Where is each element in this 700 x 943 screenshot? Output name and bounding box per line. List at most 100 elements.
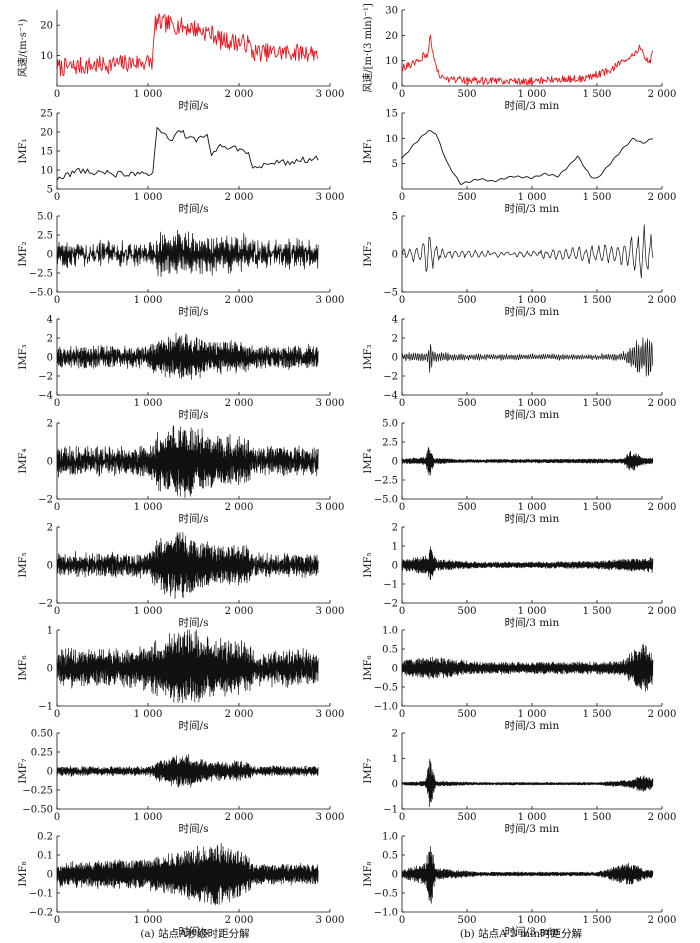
chart-b7-ylabel: IMF₇ [363,758,374,783]
chart-a8-xtick-label: 3 000 [316,915,345,926]
chart-b0: 0 500 1 000 1 500 2 000 0 10 20 30 时间/3 min 风速/[m·… [362,3,676,112]
chart-b8-ytick-label: −1.0 [374,908,398,919]
chart-a3: 0 1 000 2 000 3 000 −4 −2 0 2 4 时间/s IMF₃ [18,315,344,422]
chart-a8-xtick-label: 1 000 [134,915,163,926]
chart-b7-ytick-label: 0 [392,779,398,790]
chart-a1-ytick-label: 5 [47,185,53,196]
chart-a2: 0 1 000 2 000 3 000 −5.0 −2.5 0 2.5 5.0 时间/s IMF₂ [18,212,344,319]
chart-b8-ytick-label: 1.0 [382,832,398,843]
chart-b4-ytick-label: 0 [392,457,398,468]
chart-a1-ytick-label: 10 [40,166,53,177]
chart-a7-ytick-label: 0.25 [31,748,53,759]
chart-b8-xtick-label: 2 000 [648,915,677,926]
chart-b5-ytick-label: 0 [392,561,398,572]
chart-b6-xtick-label: 1 000 [518,709,547,720]
chart-b2-ylabel: IMF₂ [363,241,374,266]
chart-b1-ytick-label: 15 [385,109,398,120]
chart-b2-xtick-label: 2 000 [648,295,677,306]
chart-b3-ylabel: IMF₃ [363,344,374,369]
chart-a8-xtick-label: 0 [54,915,60,926]
chart-a7-series-line [56,753,319,788]
chart-b2-ytick-label: 0 [392,250,398,261]
chart-b2-xlabel: 时间/3 min [505,305,560,318]
chart-a3-xtick-label: 1 000 [134,398,163,409]
chart-a8-ytick-label: 0.2 [37,832,53,843]
chart-b0-ytick-label: 10 [385,56,398,67]
chart-a2-xtick-label: 2 000 [225,295,254,306]
chart-a3-ytick-label: −2 [38,372,53,383]
chart-b4-ytick-label: 5.0 [382,419,398,430]
caption-a: (a) 站点A秒级时距分解 [140,927,250,940]
chart-a8-xlabel: 时间/s [179,925,209,938]
chart-a2-xtick-label: 1 000 [134,295,163,306]
chart-b7-series-line [401,759,654,808]
chart-b8-xtick-label: 500 [457,915,476,926]
chart-b3-ytick-label: 0 [392,353,398,364]
chart-b3-xtick-label: 1 000 [518,398,547,409]
chart-b7-axes [401,733,662,810]
chart-b2-ytick-label: −5 [383,288,398,299]
chart-b2-xtick-label: 0 [399,295,405,306]
chart-b6-ytick-label: 1.0 [382,626,398,637]
chart-b2-ytick-label: 5 [392,212,398,223]
chart-a0-xtick-label: 2 000 [225,89,254,100]
chart-b4-ytick-label: −5.0 [374,495,398,506]
chart-a0-ylabel: 风速/(m·s⁻¹) [17,19,29,77]
chart-b4-xtick-label: 2 000 [648,502,677,513]
chart-b6-ylabel: IMF₆ [363,655,374,680]
chart-b2-series-line [401,224,654,279]
chart-a1-xlabel: 时间/s [179,202,209,215]
chart-b6: 0 500 1 000 1 500 2 000 −1.0 −0.5 0 0.5 1.0 时间/3 m… [363,626,676,733]
chart-b0-series-line [401,34,654,86]
chart-b0-ylabel: 风速/[m·(3 min)⁻¹] [362,3,374,93]
chart-b0-axes [401,10,662,87]
chart-a8-xtick-label: 2 000 [225,915,254,926]
chart-a5-xtick-label: 3 000 [316,606,345,617]
chart-a2-ytick-label: 0 [47,250,53,261]
chart-a3-xtick-label: 2 000 [225,398,254,409]
chart-b4-xtick-label: 1 500 [583,502,612,513]
chart-a3-ytick-label: −4 [38,391,53,402]
chart-a7: 0 1 000 2 000 3 000 −0.50 −0.25 0 0.25 0.50 时间/s I… [18,729,344,836]
chart-b3-ytick-label: −4 [383,391,398,402]
chart-a6-ylabel: IMF₆ [18,655,29,680]
chart-a1-xtick-label: 2 000 [225,192,254,203]
chart-a0: 0 1 000 2 000 3 000 10 20 时间/s 风速/(m·s⁻¹) [17,10,344,112]
chart-b1-ytick-label: 5 [392,159,398,170]
chart-b5-xlabel: 时间/3 min [505,616,560,629]
chart-a3-xtick-label: 0 [54,398,60,409]
chart-b7-xtick-label: 2 000 [648,812,677,823]
chart-a1-ylabel: IMF₁ [18,138,29,163]
chart-b4-xtick-label: 500 [457,502,476,513]
chart-a8-ytick-label: 0.1 [37,851,53,862]
chart-a7-ytick-label: 0 [47,767,53,778]
chart-b3-xtick-label: 2 000 [648,398,677,409]
chart-a1: 0 1 000 2 000 3 000 5 10 15 20 25 时间/s IMF₁ [18,109,344,216]
chart-b4-xlabel: 时间/3 min [505,512,560,525]
chart-a0-axes [56,10,330,87]
chart-b8-ytick-label: 0.5 [382,851,398,862]
chart-a2-xtick-label: 0 [54,295,60,306]
chart-b5-xtick-label: 1 500 [583,606,612,617]
chart-b0-xtick-label: 1 500 [583,89,612,100]
chart-a4-xtick-label: 3 000 [316,502,345,513]
chart-a3-ytick-label: 4 [47,315,53,326]
chart-a0-xlabel: 时间/s [179,99,209,112]
chart-a2-ytick-label: 5.0 [37,212,53,223]
chart-b8: 0 500 1 000 1 500 2 000 −1.0 −0.5 0 0.5 1.0 时间/3 m… [363,832,676,939]
chart-a6-xlabel: 时间/s [179,719,209,732]
chart-b3-ytick-label: −2 [383,372,398,383]
chart-b4-ytick-label: −2.5 [374,476,398,487]
chart-b2-xtick-label: 1 500 [583,295,612,306]
chart-a4-xtick-label: 1 000 [134,502,163,513]
chart-b7-ytick-label: 2 [392,729,398,740]
chart-b3-ytick-label: 2 [392,334,398,345]
chart-a6-xtick-label: 3 000 [316,709,345,720]
chart-b8-xtick-label: 0 [399,915,405,926]
chart-a1-xtick-label: 3 000 [316,192,345,203]
chart-b4-xtick-label: 0 [399,502,405,513]
